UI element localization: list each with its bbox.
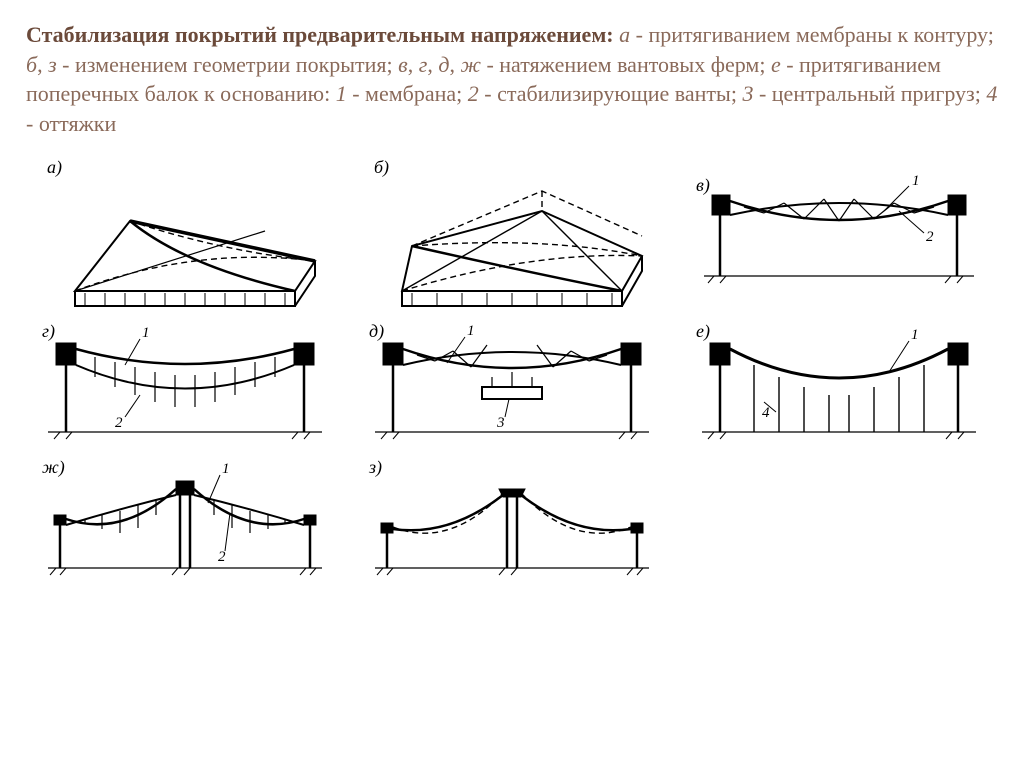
svg-v: в) [684, 171, 994, 291]
diagram-grid: а) [26, 151, 998, 583]
ann-zh-1: 1 [222, 461, 230, 477]
ann-g-2: 2 [115, 415, 123, 431]
diagram-zh: ж) [26, 453, 343, 583]
svg-z: з) [357, 453, 667, 583]
ann-v-1: 1 [912, 173, 920, 189]
caption-block: Стабилизация покрытий предварительным на… [26, 20, 998, 139]
label-e: е) [696, 321, 710, 342]
svg-b: б) [362, 151, 662, 311]
label-a: а) [47, 157, 62, 178]
label-g: г) [42, 321, 55, 342]
label-z: з) [368, 457, 382, 478]
diagram-empty [681, 453, 998, 583]
diagram-e: е) [681, 317, 998, 447]
svg-zh: ж) [30, 453, 340, 583]
diagram-b: б) [353, 151, 670, 311]
svg-d: д) [357, 317, 667, 447]
diagram-v: в) [681, 151, 998, 311]
ann-e-4: 4 [762, 405, 770, 421]
diagram-d: д) [353, 317, 670, 447]
diagram-g: г) [26, 317, 343, 447]
ann-e-1: 1 [911, 327, 919, 343]
label-d: д) [369, 321, 384, 342]
ann-g-1: 1 [142, 325, 150, 341]
svg-a: а) [35, 151, 335, 311]
diagram-z: з) [353, 453, 670, 583]
label-b: б) [374, 157, 389, 178]
ann-d-3: 3 [496, 415, 505, 431]
diagram-a: а) [26, 151, 343, 311]
label-zh: ж) [42, 457, 65, 478]
svg-g: г) [30, 317, 340, 447]
ann-zh-2: 2 [218, 549, 226, 565]
ann-v-2: 2 [926, 229, 934, 245]
label-v: в) [696, 175, 710, 196]
ann-d-1: 1 [467, 323, 475, 339]
svg-e: е) [684, 317, 994, 447]
caption-title: Стабилизация покрытий предварительным на… [26, 22, 614, 47]
